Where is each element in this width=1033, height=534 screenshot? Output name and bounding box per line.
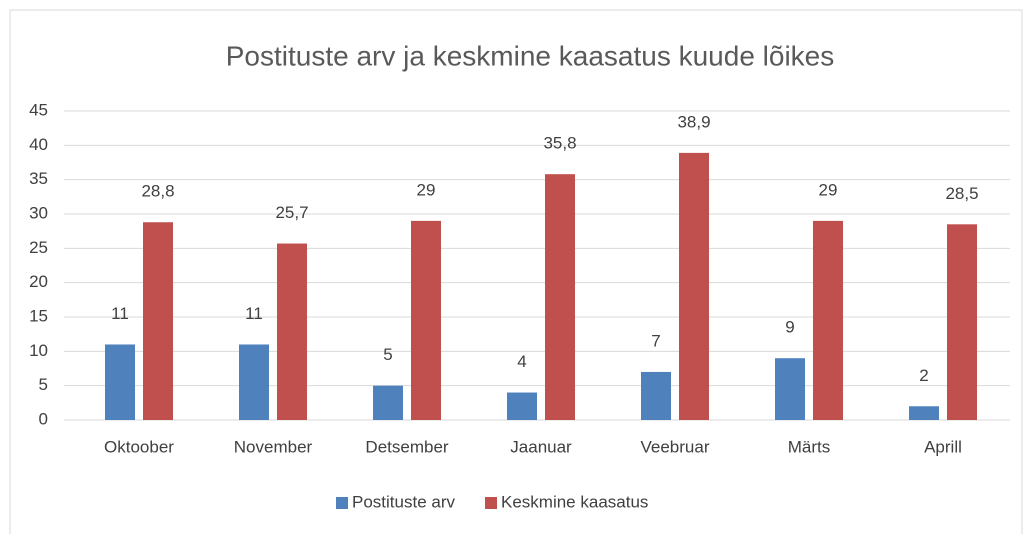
y-tick-label: 20 xyxy=(29,272,48,291)
bar xyxy=(775,358,805,420)
data-label: 9 xyxy=(785,318,794,337)
data-label: 29 xyxy=(417,180,436,199)
data-label: 7 xyxy=(651,331,660,350)
y-tick-label: 45 xyxy=(29,100,48,119)
data-label: 4 xyxy=(517,352,526,371)
chart-border xyxy=(9,9,1023,534)
x-tick-label: November xyxy=(234,437,313,456)
data-label: 29 xyxy=(819,180,838,199)
bar xyxy=(507,392,537,420)
x-tick-label: Aprill xyxy=(924,437,962,456)
data-label: 2 xyxy=(919,366,928,385)
chart-title: Postituste arv ja keskmine kaasatus kuud… xyxy=(226,40,835,71)
x-tick-label: Märts xyxy=(788,437,831,456)
x-tick-label: Oktoober xyxy=(104,437,174,456)
bar xyxy=(909,406,939,420)
bar xyxy=(411,220,441,420)
y-tick-label: 35 xyxy=(29,169,48,188)
legend-label: Postituste arv xyxy=(352,492,455,511)
y-tick-label: 40 xyxy=(29,135,48,154)
y-tick-label: 10 xyxy=(29,341,48,360)
data-label: 38,9 xyxy=(677,112,710,131)
data-label: 28,8 xyxy=(141,182,174,201)
bar xyxy=(239,344,269,420)
legend-swatch xyxy=(336,497,348,509)
y-tick-label: 25 xyxy=(29,238,48,257)
data-label: 35,8 xyxy=(543,134,576,153)
legend-label: Keskmine kaasatus xyxy=(501,492,648,511)
data-label: 5 xyxy=(383,345,392,364)
x-tick-label: Jaanuar xyxy=(510,437,572,456)
y-tick-label: 0 xyxy=(39,409,48,428)
bar xyxy=(947,224,977,420)
bar xyxy=(545,174,575,420)
legend-swatch xyxy=(485,497,497,509)
data-label: 11 xyxy=(111,304,129,323)
bar xyxy=(813,220,843,420)
bar xyxy=(105,344,135,420)
bar xyxy=(373,385,403,420)
bar xyxy=(641,371,671,420)
bar xyxy=(143,222,173,420)
y-tick-label: 30 xyxy=(29,203,48,222)
data-label: 28,5 xyxy=(945,184,978,203)
y-tick-label: 5 xyxy=(39,375,48,394)
x-tick-label: Veebruar xyxy=(641,437,710,456)
y-tick-label: 15 xyxy=(29,306,48,325)
x-tick-label: Detsember xyxy=(365,437,448,456)
bar xyxy=(277,243,307,420)
bar xyxy=(679,152,709,421)
data-label: 25,7 xyxy=(275,203,308,222)
data-label: 11 xyxy=(245,304,263,323)
